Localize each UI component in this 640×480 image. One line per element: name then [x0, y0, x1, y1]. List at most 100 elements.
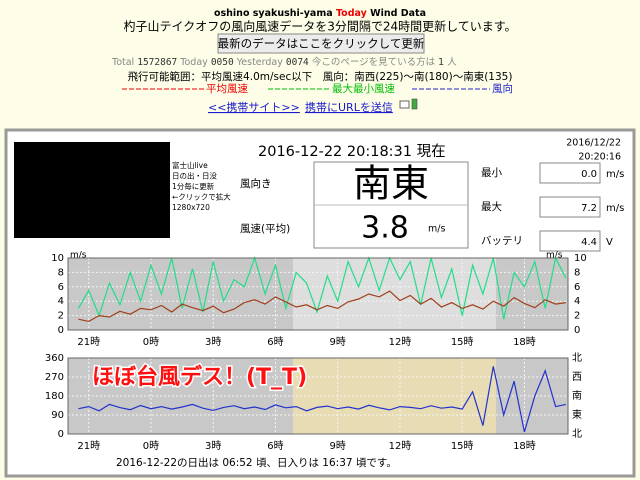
speed-value: 3.8 — [361, 211, 409, 246]
x-tick-label: 9時 — [330, 336, 346, 348]
phone-icon — [411, 98, 418, 110]
counter-label: 今このページを見ている方は — [312, 56, 436, 68]
flyable-range: 飛行可能範囲：平均風速4.0m/sec以下 風向：南西(225)～南(180)～… — [128, 70, 513, 83]
x-tick-label: 12時 — [389, 440, 412, 452]
counter-value: 1 — [438, 57, 444, 68]
value-box — [539, 230, 601, 252]
max-label: 最大 — [481, 200, 502, 213]
max-box: 最大 7.2 m/s — [481, 196, 624, 218]
caption-line: 1280x720 — [172, 203, 210, 212]
caption-line: 富士山live — [172, 160, 208, 170]
y2-tick-label: 西 — [572, 372, 582, 383]
caption-line: 日の出・日没 — [172, 171, 217, 181]
today-word: Today — [336, 8, 368, 19]
counter-label: Yesterday — [236, 57, 283, 68]
mobile-site-link[interactable]: <<携帯サイト>> — [208, 100, 300, 114]
y-tick-label: 0 — [58, 325, 64, 336]
y-tick-label: 180 — [45, 391, 64, 402]
x-tick-label: 0時 — [143, 336, 159, 348]
battery-unit: V — [606, 237, 613, 248]
legend-label: 平均風速 — [206, 83, 248, 95]
sun-times: 2016-12-22の日出は 06:52 頃、日入りは 16:37 頃です。 — [116, 456, 397, 469]
timestamp: 2016-12-22 20:18:31 現在 — [258, 143, 446, 160]
x-tick-label: 9時 — [330, 440, 346, 452]
y-tick-label: 6 — [574, 282, 580, 293]
y-tick-label: 360 — [45, 353, 64, 364]
refresh-button-label[interactable]: 最新のデータはここをクリックして更新 — [218, 37, 425, 51]
y-unit: m/s — [546, 251, 563, 261]
site-name: oshino syakushi-yama — [214, 8, 333, 19]
mail-icon — [399, 100, 410, 109]
counter: Total 1572867 Today 0050 Yesterday 0074 … — [111, 56, 457, 68]
min-label: 最小 — [481, 167, 502, 179]
legend-label: 最大最小風速 — [332, 82, 395, 95]
min-value: 0.0 — [581, 169, 597, 180]
x-tick-label: 6時 — [267, 336, 283, 348]
x-tick-label: 21時 — [77, 336, 100, 348]
data-line — [78, 366, 567, 433]
plot-frame — [67, 357, 569, 435]
plot-frame — [67, 257, 569, 331]
x-tick-label: 21時 — [77, 440, 100, 452]
updated-date: 2016/12/22 — [566, 138, 621, 149]
x-tick-label: 0時 — [143, 440, 159, 452]
y2-tick-label: 北 — [572, 352, 582, 364]
battery-value: 4.4 — [581, 237, 597, 248]
counter-label: 人 — [447, 57, 457, 68]
y-tick-label: 8 — [58, 267, 64, 278]
value-box — [539, 162, 601, 184]
counter-value: 0074 — [286, 57, 309, 68]
counter-label: Total — [111, 57, 134, 68]
x-tick-label: 18時 — [513, 336, 536, 348]
y-tick-label: 8 — [574, 267, 580, 278]
site-title: oshino syakushi-yama Today Wind Data — [214, 8, 426, 19]
y-tick-label: 4 — [574, 296, 580, 307]
x-tick-label: 6時 — [267, 440, 283, 452]
counter-value: 0050 — [211, 57, 234, 68]
counter-value: 1572867 — [137, 57, 177, 68]
y-tick-label: 2 — [574, 311, 580, 322]
min-box: 最小 0.0 m/s — [481, 162, 624, 184]
description: 杓子山テイクオフの風向風速データを3分間隔で24時間更新しています。 — [123, 19, 516, 34]
min-unit: m/s — [606, 169, 624, 180]
x-tick-label: 15時 — [451, 440, 474, 452]
y-tick-label: 270 — [45, 372, 64, 383]
annotation: ほぼ台風デス！(T_T) — [92, 364, 307, 390]
legend-label: 風向 — [492, 82, 513, 95]
direction-value: 南東 — [353, 162, 429, 206]
x-tick-label: 3時 — [205, 336, 221, 348]
y-tick-label: 10 — [51, 253, 64, 264]
x-tick-label: 15時 — [451, 336, 474, 348]
updated-time: 20:20:16 — [578, 152, 621, 163]
x-tick-label: 18時 — [513, 440, 536, 452]
y2-tick-label: 北 — [572, 428, 582, 440]
webcam-image[interactable] — [14, 142, 170, 238]
title-word: Wind Data — [370, 8, 426, 19]
y-tick-label: 6 — [58, 282, 64, 293]
x-tick-label: 3時 — [205, 440, 221, 452]
counter-label: Today — [179, 57, 208, 68]
battery-label: バッテリ — [481, 235, 523, 247]
x-tick-label: 12時 — [389, 336, 412, 348]
y2-tick-label: 南 — [572, 389, 582, 402]
y-tick-label: 0 — [58, 429, 64, 440]
legend: 平均風速 最大最小風速 風向 — [122, 82, 513, 95]
send-url-link[interactable]: 携帯にURLを送信 — [305, 100, 393, 114]
speed-label: 風速(平均) — [240, 223, 290, 235]
y-tick-label: 10 — [574, 253, 587, 264]
y-tick-label: 4 — [58, 296, 64, 307]
y-tick-label: 0 — [574, 325, 580, 336]
battery-box: バッテリ 4.4 V — [481, 230, 613, 252]
refresh-button[interactable] — [217, 33, 425, 54]
direction-label: 風向き — [240, 177, 272, 190]
y2-tick-label: 東 — [572, 408, 582, 421]
y-tick-label: 90 — [51, 410, 64, 421]
y-tick-label: 2 — [58, 311, 64, 322]
value-box — [539, 196, 601, 218]
max-unit: m/s — [606, 203, 624, 214]
y-unit: m/s — [70, 251, 87, 261]
caption-line: 1分毎に更新 — [172, 181, 215, 191]
